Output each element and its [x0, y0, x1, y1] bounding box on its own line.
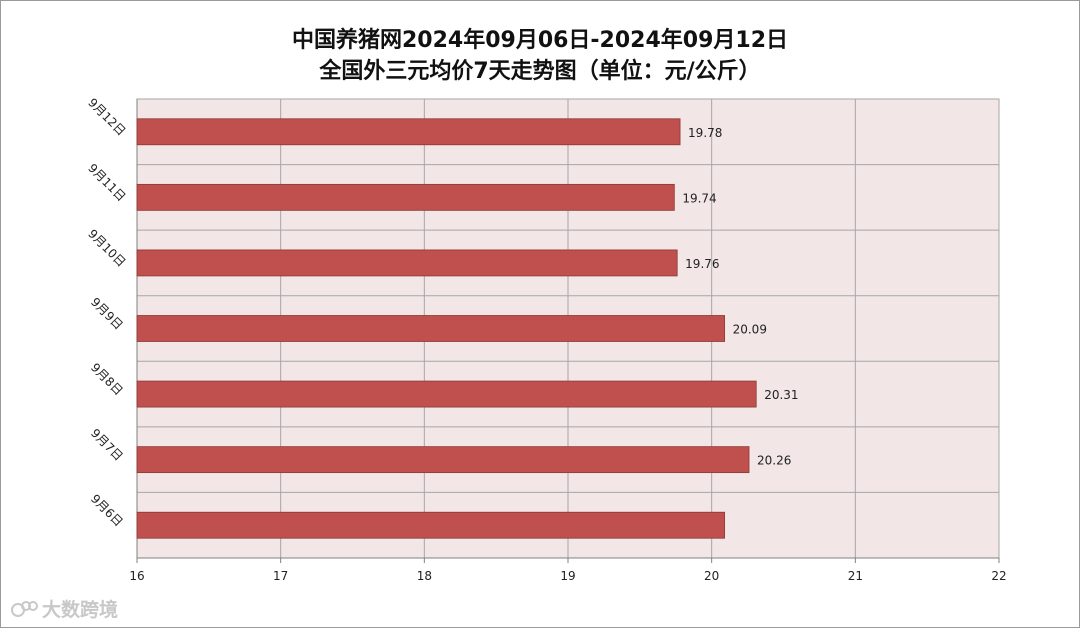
x-tick-label: 17	[273, 569, 288, 583]
data-label: 19.78	[688, 126, 722, 140]
x-tick-label: 22	[991, 569, 1006, 583]
x-tick-label: 20	[704, 569, 719, 583]
watermark-text: 大数跨境	[42, 599, 119, 621]
bar	[136, 249, 678, 277]
bar	[136, 118, 681, 146]
category-label: 9月9日	[88, 295, 126, 333]
category-label: 9月6日	[88, 492, 126, 530]
category-label: 9月10日	[85, 227, 128, 270]
x-tick-label: 21	[848, 569, 863, 583]
chart-title-line2: 全国外三元均价7天走势图（单位：元/公斤）	[319, 59, 761, 84]
data-label: 19.74	[682, 191, 716, 205]
data-label: 20.31	[764, 388, 798, 402]
category-label: 9月7日	[88, 426, 126, 464]
x-tick-label: 18	[417, 569, 432, 583]
bar	[136, 315, 725, 342]
bar	[136, 511, 725, 539]
x-tick-label: 19	[560, 569, 575, 583]
watermark: 大数跨境	[10, 595, 118, 622]
bee-logo-icon	[11, 600, 38, 617]
chart-title-line1: 中国养猪网2024年09月06日-2024年09月12日	[291, 28, 789, 53]
bar	[136, 380, 757, 408]
data-label: 20.09	[733, 323, 767, 337]
x-tick-label: 16	[129, 569, 144, 583]
data-label: 19.76	[685, 257, 719, 271]
data-label: 20.26	[757, 454, 791, 468]
category-label: 9月8日	[88, 360, 126, 398]
category-label: 9月12日	[85, 95, 128, 138]
bar	[136, 446, 750, 474]
category-label: 9月11日	[85, 161, 128, 204]
bar	[136, 183, 675, 211]
